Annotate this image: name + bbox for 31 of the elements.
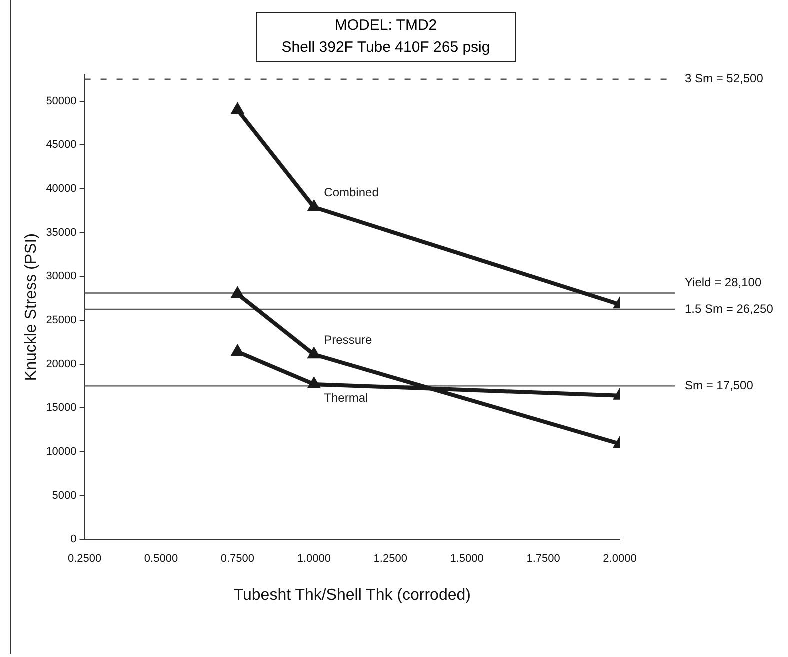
x-tick-label: 0.7500 <box>220 553 255 566</box>
x-axis-title: Tubesht Thk/Shell Thk (corroded) <box>234 586 471 604</box>
point <box>308 378 320 388</box>
x-tick-label: 2.0000 <box>603 553 637 566</box>
x-tick-label: 1.7500 <box>526 553 560 566</box>
y-tick-label: 10000 <box>46 446 77 458</box>
y-tick-label: 35000 <box>46 226 77 239</box>
series-label: Thermal <box>324 390 368 405</box>
y-tick-label: 30000 <box>46 270 77 283</box>
x-tick-label: 1.0000 <box>297 553 331 566</box>
series-label: Combined <box>324 186 379 200</box>
y-tick-label: 0 <box>70 534 77 546</box>
x-tick-label: 1.2500 <box>374 553 408 566</box>
chart-subtitle: Shell 392F Tube 410F 265 psig <box>280 38 492 58</box>
ref-line-label: 1.5 Sm = 26,250 <box>685 302 774 316</box>
chart-title: MODEL: TMD2 <box>334 16 438 36</box>
y-tick-label: 15000 <box>46 402 77 414</box>
y-tick-label: 40000 <box>46 182 77 195</box>
y-tick-label: 25000 <box>46 314 77 326</box>
series-label: Pressure <box>324 332 373 347</box>
x-tick-label: 1.5000 <box>450 553 484 566</box>
y-tick-label: 50000 <box>46 95 77 108</box>
y-tick-label: 20000 <box>46 358 77 370</box>
x-tick-label: 0.5000 <box>144 553 178 566</box>
ref-line-label: Sm = 17,500 <box>685 378 754 393</box>
ref-line-label: 3 Sm = 52,500 <box>685 72 764 86</box>
ref-line-label: Yield = 28,100 <box>685 276 762 290</box>
y-tick-label: 5000 <box>52 490 77 502</box>
y-tick-label: 45000 <box>46 139 77 152</box>
x-tick-label: 0.2500 <box>68 553 102 566</box>
y-axis-title: Knuckle Stress (PSI) <box>23 233 40 382</box>
